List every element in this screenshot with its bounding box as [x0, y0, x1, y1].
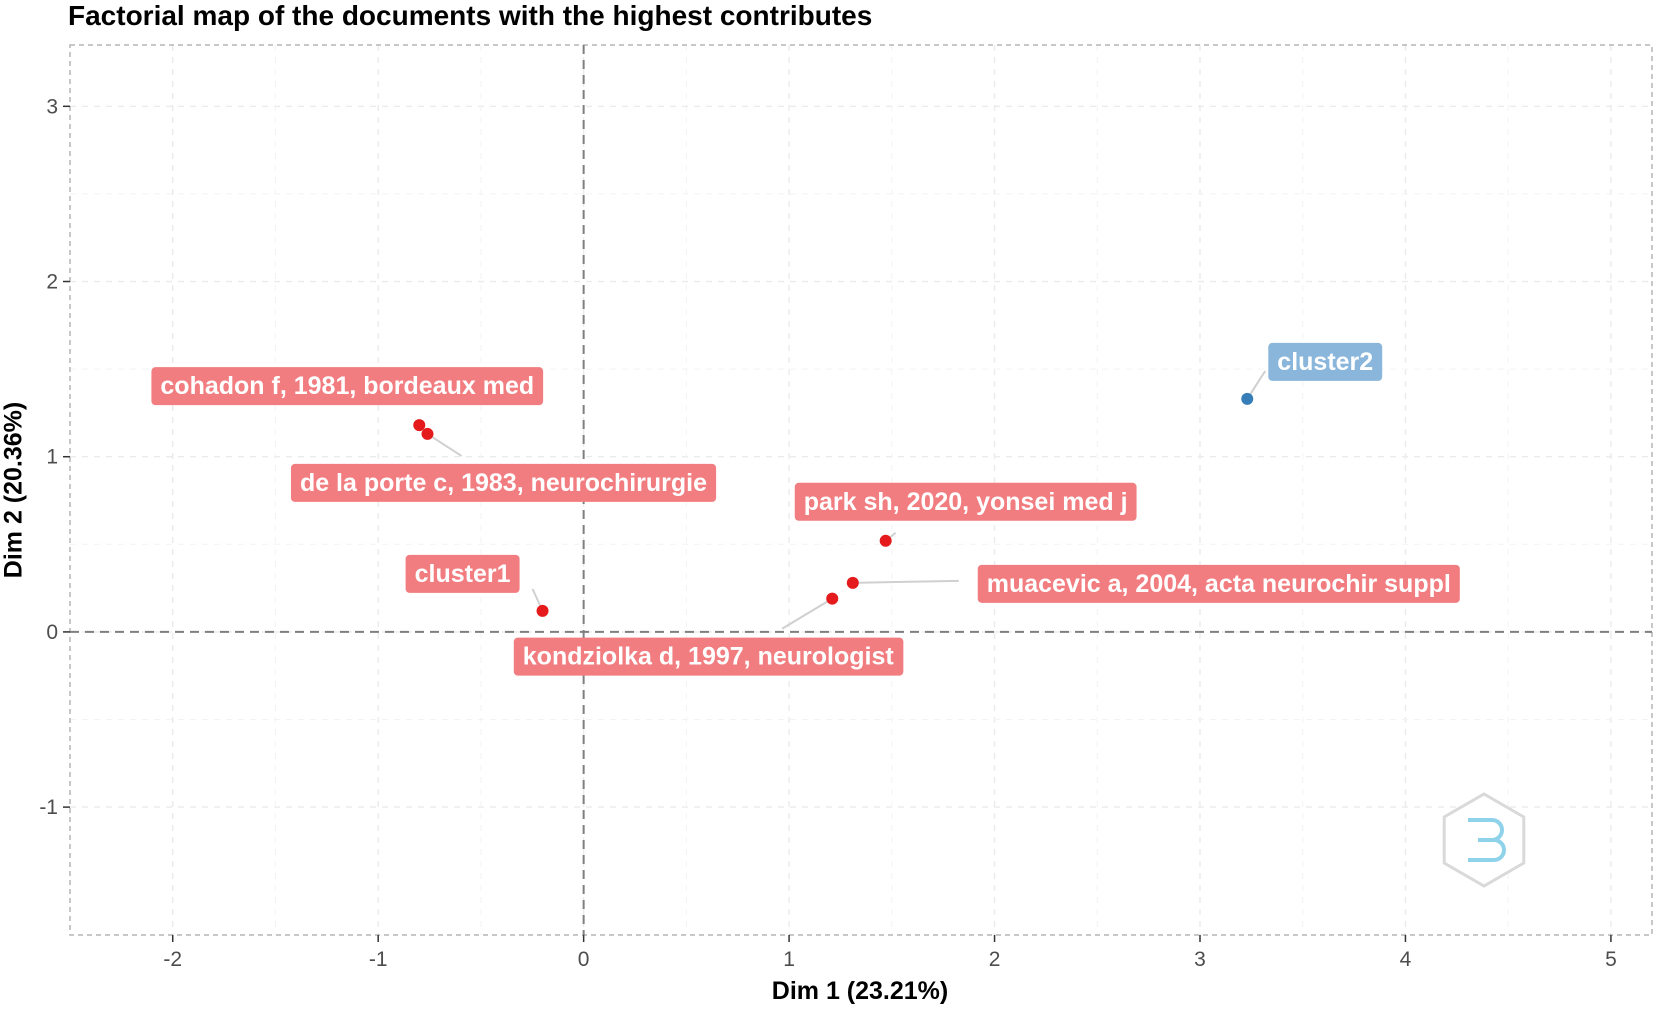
point-label-box: [290, 463, 717, 502]
panel-border: [69, 44, 1653, 936]
point-label-box: [1268, 342, 1383, 381]
x-tick-label: -2: [163, 948, 182, 971]
x-tick-label: 3: [1194, 948, 1206, 971]
x-tick-label: 5: [1605, 948, 1617, 971]
leader-line: [426, 433, 463, 457]
data-point: [1241, 392, 1254, 405]
leader-line: [852, 579, 959, 584]
y-tick-label: 0: [46, 621, 58, 644]
point-label-box: [794, 482, 1137, 521]
y-axis-label: Dim 2 (20.36%): [0, 401, 28, 579]
y-tick-label: -1: [39, 796, 58, 819]
x-tick-label: 4: [1400, 948, 1412, 971]
leader-line: [781, 597, 833, 630]
point-label-box: [977, 564, 1460, 603]
x-tick-label: 2: [989, 948, 1001, 971]
point-label: cluster2: [1277, 348, 1373, 376]
data-point: [413, 419, 426, 432]
data-point: [826, 592, 839, 605]
point-label: kondziolka d, 1997, neurologist: [523, 643, 895, 671]
y-tick-label: 2: [46, 271, 58, 294]
x-axis-label: Dim 1 (23.21%): [771, 977, 949, 1005]
point-label: cohadon f, 1981, bordeaux med: [160, 372, 534, 400]
data-point: [846, 576, 859, 589]
point-label: muacevic a, 2004, acta neurochir suppl: [987, 570, 1451, 598]
y-tick-label: 3: [46, 95, 58, 118]
data-point: [879, 534, 892, 547]
point-label: cluster1: [415, 560, 511, 588]
x-tick-label: 0: [578, 948, 590, 971]
point-label-box: [513, 637, 904, 676]
point-label: park sh, 2020, yonsei med j: [804, 488, 1128, 516]
point-label-box: [405, 554, 520, 593]
point-label: de la porte c, 1983, neurochirurgie: [300, 469, 707, 497]
data-point: [536, 604, 549, 617]
data-point: [421, 427, 434, 440]
watermark-logo-mark: [1468, 818, 1506, 862]
x-tick-label: -1: [369, 948, 388, 971]
point-label-box: [151, 367, 544, 406]
x-tick-label: 1: [783, 948, 795, 971]
y-tick-label: 1: [46, 446, 58, 469]
chart-title: Factorial map of the documents with the …: [68, 0, 873, 31]
